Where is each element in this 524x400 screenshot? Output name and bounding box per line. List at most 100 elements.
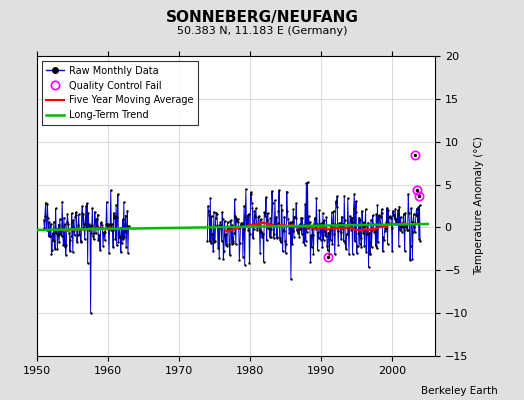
Point <box>372 211 380 217</box>
Point <box>74 222 82 228</box>
Point <box>293 227 302 233</box>
Point <box>264 210 272 216</box>
Point <box>215 222 224 228</box>
Point <box>97 222 106 228</box>
Point <box>233 216 242 222</box>
Point <box>395 243 403 249</box>
Point <box>92 230 100 236</box>
Point <box>220 248 228 254</box>
Point <box>348 214 356 221</box>
Point <box>375 212 383 219</box>
Point <box>262 194 270 201</box>
Point <box>291 214 299 220</box>
Point <box>78 203 86 210</box>
Point <box>64 226 73 232</box>
Point <box>247 191 255 198</box>
Point <box>214 225 223 231</box>
Point <box>210 208 218 215</box>
Point <box>407 242 415 249</box>
Point <box>88 222 96 228</box>
Point <box>69 217 78 224</box>
Point <box>373 245 381 252</box>
Point <box>54 232 62 238</box>
Point <box>400 248 409 254</box>
Point <box>60 243 69 250</box>
Point <box>411 228 419 235</box>
Point <box>272 235 281 242</box>
Point <box>74 211 83 218</box>
Point <box>330 208 338 214</box>
Point <box>301 238 310 244</box>
Point <box>228 222 236 228</box>
Point <box>71 214 80 220</box>
Point <box>208 231 216 238</box>
Point <box>62 241 71 248</box>
Point <box>319 210 327 217</box>
Point <box>255 213 263 219</box>
Point <box>366 251 374 258</box>
Point <box>295 234 303 240</box>
Point <box>217 223 225 229</box>
Point <box>404 191 412 197</box>
Point <box>333 193 341 200</box>
Point <box>378 248 387 255</box>
Point <box>206 240 215 246</box>
Point <box>99 225 107 232</box>
Point <box>403 227 412 233</box>
Point <box>268 188 276 194</box>
Point <box>337 214 346 220</box>
Point <box>391 218 400 225</box>
Point <box>335 220 344 226</box>
Point <box>260 209 268 215</box>
Point <box>299 222 307 229</box>
Point <box>119 199 128 206</box>
Point <box>316 221 324 227</box>
Point <box>81 221 90 228</box>
Point <box>256 250 264 256</box>
Point <box>387 215 395 221</box>
Point <box>51 246 59 252</box>
Point <box>121 228 129 234</box>
Point <box>278 207 286 214</box>
Point <box>286 223 294 230</box>
Point <box>355 241 364 247</box>
Point <box>386 214 394 220</box>
Point <box>377 206 386 212</box>
Point <box>59 227 67 233</box>
Point <box>118 240 126 246</box>
Point <box>328 241 336 248</box>
Point <box>405 209 413 216</box>
Point <box>259 231 267 237</box>
Point <box>408 256 417 262</box>
Point <box>361 223 369 230</box>
Point <box>385 214 394 220</box>
Point <box>301 201 309 207</box>
Point <box>394 207 402 214</box>
Point <box>387 225 396 232</box>
Point <box>233 218 241 224</box>
Point <box>254 224 262 230</box>
Point <box>368 226 376 233</box>
Point <box>226 218 235 224</box>
Point <box>310 220 318 227</box>
Point <box>390 215 399 222</box>
Point <box>72 212 81 218</box>
Point <box>396 227 404 233</box>
Point <box>367 244 376 250</box>
Point <box>258 230 267 236</box>
Point <box>395 203 403 210</box>
Point <box>79 211 88 217</box>
Point <box>102 199 111 205</box>
Point <box>282 188 291 195</box>
Point <box>276 237 285 244</box>
Point <box>303 179 312 186</box>
Point <box>305 222 313 228</box>
Point <box>364 264 373 270</box>
Point <box>223 219 232 225</box>
Point <box>57 233 66 239</box>
Point <box>313 221 321 227</box>
Point <box>321 232 330 238</box>
Point <box>91 217 100 223</box>
Point <box>206 195 214 202</box>
Point <box>68 219 77 226</box>
